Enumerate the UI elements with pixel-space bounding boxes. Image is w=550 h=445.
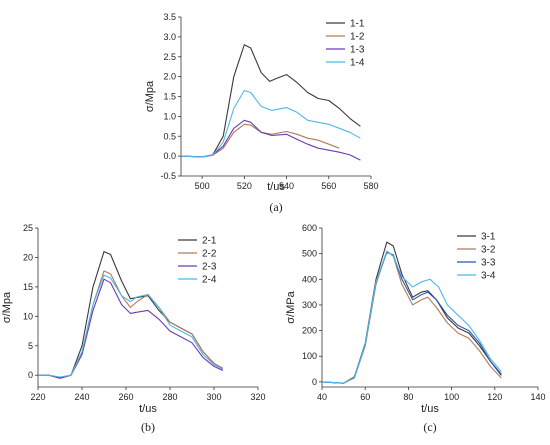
series-line-1-4: [180, 89, 361, 158]
series-line-2-1: [38, 251, 224, 379]
series-line-2-3: [38, 278, 224, 379]
y-tick-label: 15: [23, 282, 33, 292]
x-axis-label: t/us: [267, 181, 285, 193]
y-tick-label: 20: [23, 252, 33, 262]
legend-label: 3-1: [481, 232, 496, 243]
x-tick-label: 320: [250, 392, 265, 402]
x-tick-label: 120: [487, 392, 502, 402]
legend-label: 3-4: [481, 271, 496, 282]
chart-caption: (a): [269, 200, 282, 214]
series-line-3-1: [321, 241, 502, 384]
x-tick-label: 100: [444, 392, 459, 402]
chart-caption: (b): [141, 420, 155, 434]
series-line-3-3: [321, 251, 502, 384]
x-tick-label: 280: [162, 392, 177, 402]
x-tick-label: 580: [363, 181, 378, 191]
legend-label: 2-2: [202, 249, 217, 260]
series-line-1-3: [180, 119, 361, 161]
legend-label: 3-3: [481, 258, 496, 269]
x-axis-label: t/us: [421, 403, 439, 415]
y-tick-label: 2.0: [163, 72, 176, 82]
x-tick-label: 220: [30, 392, 45, 402]
series-line-1-2: [180, 123, 340, 158]
x-tick-label: 540: [279, 181, 294, 191]
chart-1: 500 520 540 560 580 -0.5 0.0 0.5 1.0 1.5 2.0 2.5 3.0…: [144, 12, 379, 214]
legend-label: 2-1: [202, 236, 217, 247]
y-axis-label: σ/Mpa: [144, 80, 156, 112]
y-tick-label: 100: [302, 351, 317, 361]
x-tick-label: 240: [74, 392, 89, 402]
series-line-3-4: [321, 250, 502, 384]
series-line-2-2: [38, 270, 224, 379]
series-line-1-1: [180, 44, 361, 158]
chart-3: 40 60 80 100 120 140 0 100 200 300 400 500 600 t/us σ/…: [285, 223, 546, 434]
y-tick-label: 0: [28, 370, 33, 380]
x-tick-label: 140: [530, 392, 545, 402]
legend-label: 1-2: [350, 32, 365, 43]
legend-label: 2-4: [202, 275, 217, 286]
y-tick-label: 400: [302, 274, 317, 284]
chart-caption: (c): [423, 420, 436, 434]
series-line-2-4: [38, 274, 224, 378]
x-tick-label: 560: [321, 181, 336, 191]
y-tick-label: 500: [302, 249, 317, 259]
legend-label: 1-3: [350, 45, 365, 56]
x-tick-label: 260: [118, 392, 133, 402]
y-axis-label: σ/MPa: [285, 290, 297, 323]
y-tick-label: 3.5: [163, 12, 176, 22]
y-tick-label: 25: [23, 223, 33, 233]
legend-label: 1-4: [350, 58, 365, 69]
y-tick-label: 200: [302, 326, 317, 336]
x-tick-label: 80: [403, 392, 413, 402]
x-tick-label: 60: [360, 392, 370, 402]
series-line-3-2: [321, 250, 502, 384]
legend-label: 1-1: [350, 19, 365, 30]
y-axis-label: σ/Mpa: [1, 291, 13, 323]
y-tick-label: -0.5: [160, 171, 176, 181]
y-tick-label: 0.0: [163, 151, 176, 161]
y-tick-label: 0: [312, 377, 317, 387]
legend-label: 3-2: [481, 245, 496, 256]
y-tick-label: 0.5: [163, 131, 176, 141]
x-tick-label: 500: [195, 181, 210, 191]
y-tick-label: 600: [302, 223, 317, 233]
y-tick-label: 1.0: [163, 111, 176, 121]
x-tick-label: 520: [237, 181, 252, 191]
y-tick-label: 300: [302, 300, 317, 310]
x-axis-label: t/us: [139, 403, 157, 415]
x-tick-label: 40: [317, 392, 327, 402]
y-tick-label: 3.0: [163, 32, 176, 42]
legend-label: 2-3: [202, 262, 217, 273]
y-tick-label: 2.5: [163, 52, 176, 62]
x-tick-label: 300: [206, 392, 221, 402]
y-tick-label: 5: [28, 341, 33, 351]
chart-2: 220 240 260 280 300 320 0 5 10 15 20 25 t/us σ/Mpa 2-1…: [1, 223, 266, 434]
y-tick-label: 1.5: [163, 92, 176, 102]
y-tick-label: 10: [23, 311, 33, 321]
